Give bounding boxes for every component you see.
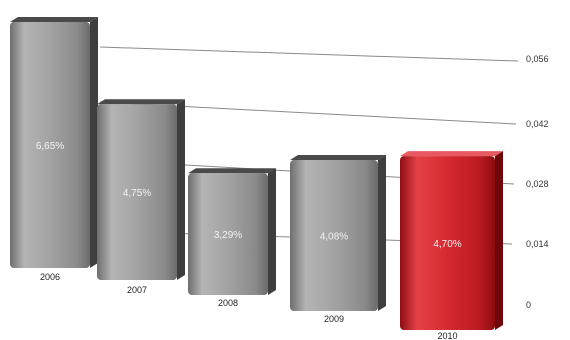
bar-top — [400, 151, 503, 157]
bar-front — [97, 104, 177, 280]
y-tick-label: 0,014 — [526, 239, 549, 249]
bar-front — [188, 173, 268, 295]
data-label: 4,75% — [123, 188, 151, 199]
data-label: 6,65% — [36, 141, 64, 152]
bar-side — [268, 168, 276, 295]
bar-2006: 6,65% 2006 — [10, 16, 98, 282]
bar-front — [290, 160, 378, 311]
bar-front — [400, 156, 495, 330]
data-label: 4,08% — [320, 232, 348, 243]
category-label: 2006 — [40, 272, 60, 282]
bar-top — [10, 16, 98, 22]
bar-top — [188, 168, 276, 174]
y-tick-label: 0,028 — [526, 179, 549, 189]
bar-side — [90, 16, 98, 269]
gridline-0,056 — [99, 46, 519, 62]
category-label: 2010 — [437, 331, 457, 340]
bars: 6,65% 2006 4,75% 2007 3,29% 2008 4,08% 2009 4,70… — [10, 16, 503, 340]
data-label: 4,70% — [433, 239, 461, 250]
bar-side — [378, 155, 386, 311]
bar-side — [177, 99, 185, 280]
category-label: 2009 — [324, 314, 344, 324]
bar-side — [495, 151, 503, 330]
bar-2008: 3,29% 2008 — [188, 168, 276, 308]
bar-top — [97, 99, 185, 105]
category-label: 2007 — [127, 285, 147, 295]
bar-top — [290, 155, 386, 161]
y-tick-label: 0,042 — [526, 119, 549, 129]
data-label: 3,29% — [214, 230, 242, 241]
y-axis: 0 0,014 0,028 0,042 0,056 — [526, 54, 549, 310]
bar-2009: 4,08% 2009 — [290, 155, 386, 324]
y-tick-label: 0,056 — [526, 54, 549, 64]
bar-2010: 4,70% 2010 — [400, 151, 503, 340]
bar-2007: 4,75% 2007 — [97, 99, 185, 295]
category-label: 2008 — [218, 298, 238, 308]
bar-front — [10, 21, 90, 269]
y-tick-label: 0 — [526, 300, 531, 310]
